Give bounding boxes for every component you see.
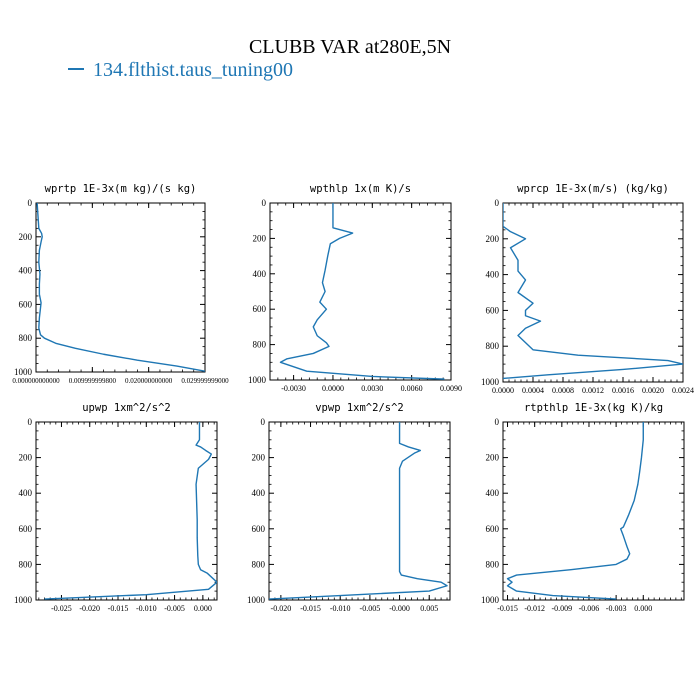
subplot-6: rtpthlp 1E-3x(kg K)/kg02004006008001000-… (481, 402, 685, 613)
plot-frame (269, 202, 452, 381)
x-tick-label: -0.012 (524, 604, 545, 613)
y-tick-label: 200 (486, 234, 500, 244)
plot-frame (268, 421, 451, 601)
x-tick-label: -0.010 (330, 604, 351, 613)
y-tick-label: 600 (486, 524, 500, 534)
y-tick-label: 800 (486, 341, 500, 351)
y-tick-label: 200 (252, 453, 266, 463)
y-tick-label: 1000 (14, 367, 33, 377)
x-tick-label: -0.015 (497, 604, 518, 613)
x-tick-label: -0.025 (51, 604, 72, 613)
subplot-1: wprtp 1E-3x(m kg)/(s kg) 0 200 400 600 800 100… (12, 183, 229, 385)
y-tick-label: 600 (253, 304, 267, 314)
subplot-title: vpwp 1xm^2/s^2 (315, 402, 404, 414)
y-tick-label: 400 (19, 266, 33, 276)
x-tick-label: -0.005 (360, 604, 381, 613)
y-tick-label: 0 (28, 417, 33, 427)
x-tick-label: -0.0030 (281, 384, 306, 393)
legend-line-swatch (68, 68, 84, 71)
x-tick-label: 0.0000 (322, 384, 344, 393)
y-tick-label: 400 (253, 269, 267, 279)
x-tick-label: -0.020 (79, 604, 100, 613)
y-tick-label: 200 (253, 233, 267, 243)
x-tick-label: 0.0090 (440, 384, 462, 393)
y-tick-label: 1000 (14, 595, 33, 605)
y-tick-label: 400 (252, 488, 266, 498)
subplot-title: wprtp 1E-3x(m kg)/(s kg) (45, 183, 197, 195)
series-line (503, 203, 683, 380)
plot-frame (35, 421, 218, 601)
y-tick-label: 0 (261, 417, 266, 427)
y-tick-label: 0 (495, 198, 500, 208)
y-tick-label: 400 (19, 488, 33, 498)
y-tick-label: 0 (495, 417, 500, 427)
y-tick-label: 0 (28, 198, 33, 208)
y-tick-label: 600 (19, 299, 33, 309)
subplot-title: wprcp 1E-3x(m/s) (kg/kg) (517, 183, 669, 195)
series-line (269, 422, 448, 600)
series-line (44, 422, 217, 600)
y-tick-label: 1000 (248, 375, 267, 385)
x-tick-label: -0.015 (108, 604, 129, 613)
y-tick-label: 600 (252, 524, 266, 534)
x-tick-label: -0.003 (606, 604, 627, 613)
y-tick-label: 800 (19, 559, 33, 569)
x-tick-label: 0.0030 (361, 384, 383, 393)
plot-frame (35, 202, 206, 373)
x-tick-label: -0.000 (389, 604, 410, 613)
y-tick-label: 1000 (247, 595, 266, 605)
series-line (279, 203, 445, 380)
x-tick-label: -0.009 (551, 604, 572, 613)
x-tick-label: 0.000 (194, 604, 212, 613)
y-tick-label: 1000 (481, 377, 500, 387)
subplot-5: vpwp 1xm^2/s^2 0 200 400 600 800 1000 -0.020 -0.… (247, 402, 451, 613)
x-tick-label: 0.0000 (492, 386, 514, 395)
x-tick-label: -0.010 (136, 604, 157, 613)
x-tick-label: 0.000000000000 (12, 377, 60, 385)
subplot-title: wpthlp 1x(m K)/s (310, 183, 411, 195)
y-tick-label: 200 (486, 453, 500, 463)
subplot-title: upwp 1xm^2/s^2 (82, 402, 171, 414)
subplot-3: wprcp 1E-3x(m/s) (kg/kg) 0 200 400 600 800 100… (481, 183, 694, 395)
y-tick-label: 600 (486, 305, 500, 315)
x-tick-label: 0.0016 (612, 386, 634, 395)
y-tick-label: 200 (19, 453, 33, 463)
x-tick-label: 0.000 (634, 604, 652, 613)
subplot-4: upwp 1xm^2/s^2 0 200 400 600 800 1000 -0.025 -0.… (14, 402, 218, 613)
legend-label: 134.flthist.taus_tuning00 (93, 58, 293, 81)
y-tick-label: 800 (253, 340, 267, 350)
x-tick-label: 0.0020 (642, 386, 664, 395)
x-tick-label: 0.029999999000 (181, 377, 229, 385)
y-tick-label: 800 (486, 559, 500, 569)
x-tick-label: 0.0004 (522, 386, 544, 395)
y-tick-label: 800 (252, 559, 266, 569)
y-tick-label: 200 (19, 232, 33, 242)
legend: 134.flthist.taus_tuning00 (68, 58, 293, 82)
y-tick-label: 600 (19, 524, 33, 534)
x-tick-label: 0.0060 (401, 384, 423, 393)
series-line (36, 203, 205, 372)
x-tick-label: 0.020000000000 (125, 377, 173, 385)
x-tick-label: 0.009999999800 (69, 377, 117, 385)
x-tick-label: 0.0024 (672, 386, 694, 395)
x-tick-label: -0.015 (300, 604, 321, 613)
subplot-title: rtpthlp 1E-3x(kg K)/kg (524, 402, 663, 414)
x-tick-label: 0.0012 (582, 386, 604, 395)
y-tick-label: 400 (486, 270, 500, 280)
subplot-2: wpthlp 1x(m K)/s 0 200 400 600 800 1000 -0.0030… (248, 183, 462, 393)
y-tick-label: 0 (262, 198, 267, 208)
x-tick-label: 0.005 (420, 604, 438, 613)
x-tick-label: -0.006 (579, 604, 600, 613)
x-tick-label: -0.005 (164, 604, 185, 613)
y-tick-label: 400 (486, 488, 500, 498)
plot-frame (502, 202, 684, 383)
y-tick-label: 800 (19, 333, 33, 343)
x-tick-label: 0.0008 (552, 386, 574, 395)
series-line (506, 422, 644, 600)
y-tick-label: 1000 (481, 595, 500, 605)
x-tick-label: -0.020 (271, 604, 292, 613)
page-title: CLUBB VAR at280E,5N (248, 36, 452, 58)
